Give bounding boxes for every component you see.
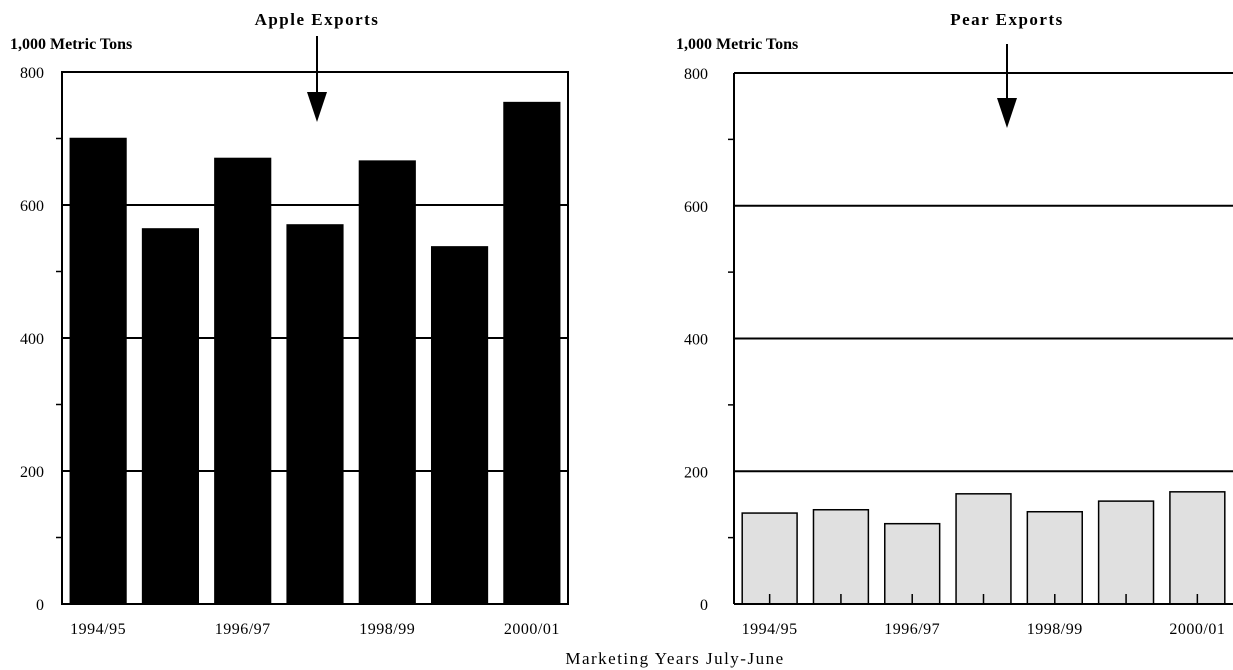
pear-chart-title: Pear Exports	[950, 10, 1064, 29]
pear-bar	[1097, 500, 1155, 605]
pear-x-tick-label: 1994/95	[742, 621, 798, 638]
apple-bar	[286, 224, 344, 605]
apple-bar	[69, 137, 127, 605]
pear-bar	[741, 512, 798, 605]
apple-bar	[358, 160, 416, 605]
apple-bar	[430, 246, 489, 605]
pear-y-tick-label: 200	[684, 464, 708, 481]
apple-y-tick-label: 600	[20, 198, 44, 215]
apple-x-tick-label: 1996/97	[215, 621, 271, 638]
x-axis-title: Marketing Years July-June	[565, 649, 784, 668]
pear-bar	[1169, 491, 1226, 605]
pear-bar	[955, 493, 1012, 605]
apple-y-axis-unit: 1,000 Metric Tons	[10, 36, 132, 53]
apple-bar	[503, 101, 561, 605]
apple-bar	[141, 228, 200, 605]
pear-title-arrow	[997, 44, 1017, 128]
apple-x-tick-label: 1994/95	[70, 621, 126, 638]
apple-x-tick-label: 1998/99	[359, 621, 415, 638]
pear-y-axis-unit: 1,000 Metric Tons	[676, 36, 798, 53]
pear-x-tick-label: 1998/99	[1027, 621, 1083, 638]
pear-y-tick-label: 400	[684, 332, 708, 349]
pear-x-tick-label: 2000/01	[1169, 621, 1225, 638]
apple-y-tick-label: 200	[20, 464, 44, 481]
apple-chart-title: Apple Exports	[255, 10, 380, 29]
apple-title-arrow	[307, 36, 327, 122]
pear-y-tick-label: 800	[684, 66, 708, 83]
pear-bar	[1026, 510, 1083, 605]
pear-exports-chart: Pear Exports 1,000 Metric Tons 0 200 400 60…	[676, 10, 1233, 638]
pear-bar	[884, 522, 941, 605]
apple-y-tick-label: 800	[20, 65, 44, 82]
apple-bar	[214, 157, 272, 605]
pear-y-tick-label: 600	[684, 199, 708, 216]
apple-exports-chart: Apple Exports 1,000 Metric Tons 0 200 400 6…	[10, 10, 569, 638]
apple-y-tick-label: 0	[36, 597, 44, 614]
pear-y-tick-label: 0	[700, 597, 708, 614]
pear-x-tick-label: 1996/97	[884, 621, 940, 638]
apple-y-tick-label: 400	[20, 331, 44, 348]
pear-bar	[812, 508, 870, 605]
apple-x-tick-label: 2000/01	[504, 621, 560, 638]
